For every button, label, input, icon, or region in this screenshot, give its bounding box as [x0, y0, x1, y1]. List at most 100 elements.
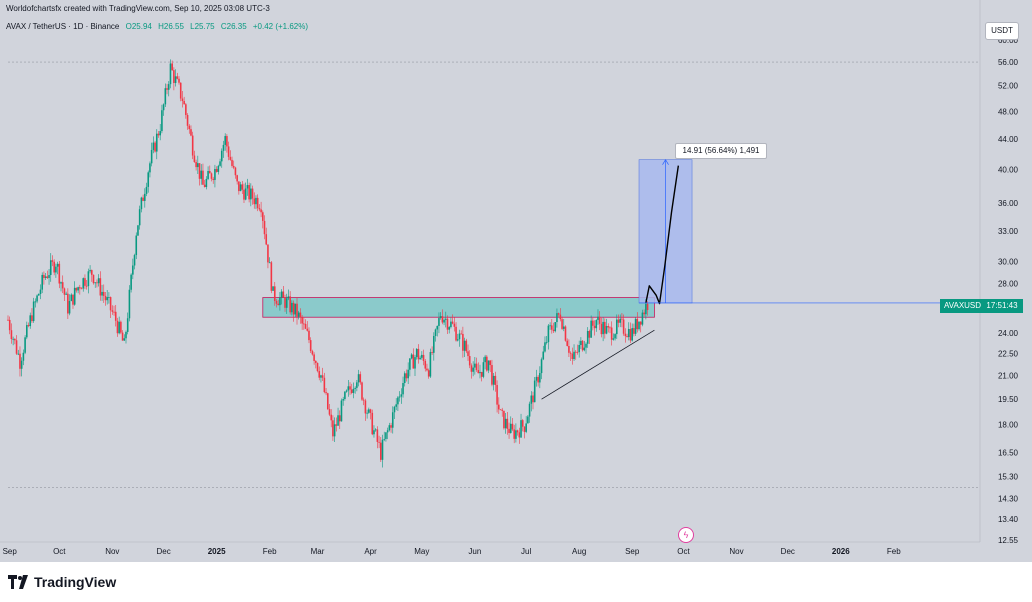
- candle-body: [27, 325, 30, 327]
- candle-body: [639, 321, 642, 325]
- candle-body: [207, 171, 209, 179]
- candle-body: [241, 184, 244, 190]
- candle-body: [585, 343, 587, 348]
- currency-selector[interactable]: USDT: [985, 22, 1019, 40]
- candle-body: [609, 327, 611, 329]
- candle-body: [414, 357, 416, 369]
- candle-body: [56, 263, 59, 267]
- candle-body: [646, 303, 649, 310]
- candle-body: [503, 410, 505, 429]
- candle-body: [289, 296, 291, 313]
- candle-body: [224, 136, 226, 145]
- x-tick-label: Sep: [625, 547, 640, 556]
- candle-body: [44, 276, 47, 278]
- candle-body: [597, 316, 599, 321]
- candle-body: [279, 297, 281, 306]
- candle-body: [612, 338, 615, 340]
- candle-body: [157, 133, 160, 136]
- candle-body: [482, 362, 485, 377]
- candle-body: [162, 104, 165, 111]
- candle-body: [338, 415, 341, 422]
- candle-body: [72, 294, 74, 305]
- candle-body: [171, 63, 173, 71]
- candle-body: [173, 70, 175, 83]
- candle-body: [29, 315, 32, 327]
- candle-body: [55, 266, 57, 273]
- candle-body: [169, 63, 172, 85]
- candle-body: [140, 197, 143, 210]
- candle-body: [571, 353, 574, 360]
- candle-body: [455, 326, 457, 341]
- candle-body: [622, 319, 625, 334]
- candle-body: [499, 409, 502, 411]
- candle-body: [573, 351, 575, 360]
- y-tick-label: 44.00: [998, 135, 1019, 144]
- candle-body: [109, 297, 112, 311]
- candle-body: [60, 282, 62, 284]
- candle-body: [568, 345, 570, 353]
- candle-body: [486, 356, 488, 371]
- candle-body: [441, 316, 444, 323]
- candle-body: [588, 330, 591, 338]
- candle-body: [46, 276, 49, 278]
- candle-body: [381, 439, 384, 460]
- candle-body: [315, 360, 317, 363]
- candle-body: [595, 320, 598, 329]
- candle-body: [101, 291, 103, 296]
- candle-body: [142, 197, 144, 201]
- candle-body: [443, 319, 445, 323]
- candle-body: [460, 333, 462, 335]
- candle-body: [39, 289, 42, 295]
- candle-body: [605, 326, 608, 334]
- candle-body: [208, 171, 211, 174]
- candle-body: [386, 430, 389, 433]
- candle-body: [633, 328, 635, 334]
- chart-frame[interactable]: 60.00 56.00 52.00 48.00 44.00 40.00 36.00 33.00…: [0, 0, 1032, 562]
- candle-body: [248, 185, 250, 200]
- candle-body: [509, 423, 512, 433]
- candle-body: [176, 76, 179, 79]
- symbol-name[interactable]: AVAX / TetherUS · 1D · Binance: [6, 22, 120, 31]
- candle-body: [581, 340, 584, 351]
- candle-body: [559, 314, 562, 320]
- candle-body: [260, 209, 262, 213]
- candle-body: [583, 347, 586, 351]
- candle-body: [347, 386, 350, 391]
- candle-body: [311, 351, 314, 355]
- candle-body: [79, 287, 81, 289]
- candle-body: [362, 399, 365, 401]
- y-tick-label: 12.55: [998, 536, 1019, 545]
- candle-body: [340, 400, 343, 422]
- candle-body: [167, 84, 170, 90]
- candle-body: [520, 420, 522, 438]
- candle-body: [395, 404, 397, 407]
- candle-body: [97, 278, 100, 284]
- candle-body: [438, 318, 440, 326]
- candle-body: [58, 263, 61, 284]
- credit-line: Worldofchartsfx created with TradingView…: [6, 4, 270, 13]
- candle-body: [49, 260, 52, 276]
- candle-body: [357, 374, 360, 383]
- candle-body: [120, 321, 122, 333]
- candle-body: [422, 354, 425, 361]
- measure-arrowhead: [662, 158, 669, 165]
- candle-body: [547, 325, 550, 343]
- candle-body: [393, 406, 396, 413]
- candle-body: [231, 159, 233, 166]
- candle-body: [116, 320, 119, 334]
- candle-body: [617, 319, 620, 323]
- candle-body: [554, 322, 557, 332]
- candle-body: [102, 291, 105, 296]
- symbol-line: AVAX / TetherUS · 1D · Binance O25.94 H2…: [6, 22, 312, 31]
- lightning-icon[interactable]: ϟ: [678, 527, 694, 543]
- candle-body: [159, 131, 161, 136]
- candle-body: [19, 353, 21, 369]
- candle-body: [337, 415, 339, 426]
- price-chart[interactable]: 60.00 56.00 52.00 48.00 44.00 40.00 36.00 33.00…: [0, 0, 1032, 562]
- candle-body: [409, 358, 411, 370]
- candle-body: [251, 188, 254, 199]
- candle-body: [515, 430, 517, 439]
- candle-body: [265, 234, 268, 245]
- candle-body: [444, 318, 447, 320]
- candle-body: [638, 321, 640, 330]
